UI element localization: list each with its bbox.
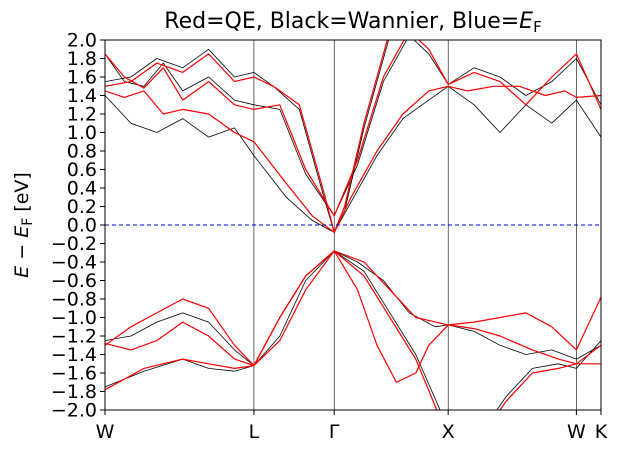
series-qe-band-5 bbox=[105, 40, 601, 217]
y-tick-label: 0.8 bbox=[67, 141, 97, 163]
series-qe-band-4 bbox=[105, 85, 601, 233]
y-tick-label: −1.0 bbox=[51, 307, 97, 329]
y-tick-label: 1.6 bbox=[67, 67, 97, 89]
plot-lines bbox=[105, 40, 601, 410]
series-qe-band-2 bbox=[105, 250, 601, 367]
plot-frame bbox=[104, 39, 602, 411]
series-qe-band-1 bbox=[105, 250, 601, 410]
y-tick-label: 1.4 bbox=[67, 85, 97, 107]
y-tick-label: 1.0 bbox=[67, 122, 97, 144]
y-tick-label: 1.8 bbox=[67, 48, 97, 70]
x-tick-label: Γ bbox=[329, 421, 340, 443]
y-axis-label-subscript: F bbox=[20, 218, 36, 226]
y-tick-label: 1.2 bbox=[67, 104, 97, 126]
axis-ticks: −2.0−1.8−1.6−1.4−1.2−1.0−0.8−0.6−0.4−0.2… bbox=[51, 30, 608, 444]
chart-title-subscript: F bbox=[533, 18, 542, 36]
y-tick-label: −0.2 bbox=[51, 233, 97, 255]
chart-title: Red=QE, Black=Wannier, Blue=EF bbox=[164, 9, 541, 36]
y-tick-label: −1.4 bbox=[51, 344, 97, 366]
series-wannier-band-2 bbox=[105, 250, 601, 367]
series-qe-band-6 bbox=[105, 40, 388, 233]
y-tick-label: −1.8 bbox=[51, 381, 97, 403]
y-tick-label: 0.6 bbox=[67, 159, 97, 181]
y-tick-label: 0.4 bbox=[67, 178, 97, 200]
y-axis-label: E − EF [eV] bbox=[11, 172, 36, 278]
y-tick-label: −2.0 bbox=[51, 400, 97, 422]
chart-title-main: Red=QE, Black=Wannier, Blue= bbox=[164, 9, 519, 34]
y-tick-label: 2.0 bbox=[67, 30, 97, 52]
series-wannier-band-1 bbox=[105, 250, 601, 410]
x-tick-label: X bbox=[442, 421, 455, 443]
y-tick-label: −1.2 bbox=[51, 326, 97, 348]
y-tick-label: −1.6 bbox=[51, 363, 97, 385]
x-tick-label: L bbox=[249, 421, 260, 443]
y-tick-label: −0.8 bbox=[51, 289, 97, 311]
y-axis-label-prefix: E − E bbox=[11, 226, 33, 278]
y-tick-label: −0.4 bbox=[51, 252, 97, 274]
series-qe-band-3 bbox=[105, 250, 601, 383]
series-wannier-band-3 bbox=[105, 85, 601, 233]
chart-title-symbol: E bbox=[519, 9, 533, 34]
y-tick-label: 0.2 bbox=[67, 196, 97, 218]
x-tick-label: W bbox=[567, 421, 586, 443]
y-tick-label: −0.6 bbox=[51, 270, 97, 292]
x-tick-label: W bbox=[96, 421, 115, 443]
y-tick-label: 0.0 bbox=[67, 215, 97, 237]
y-axis-label-suffix: [eV] bbox=[11, 172, 33, 218]
x-tick-label: K bbox=[595, 421, 608, 443]
